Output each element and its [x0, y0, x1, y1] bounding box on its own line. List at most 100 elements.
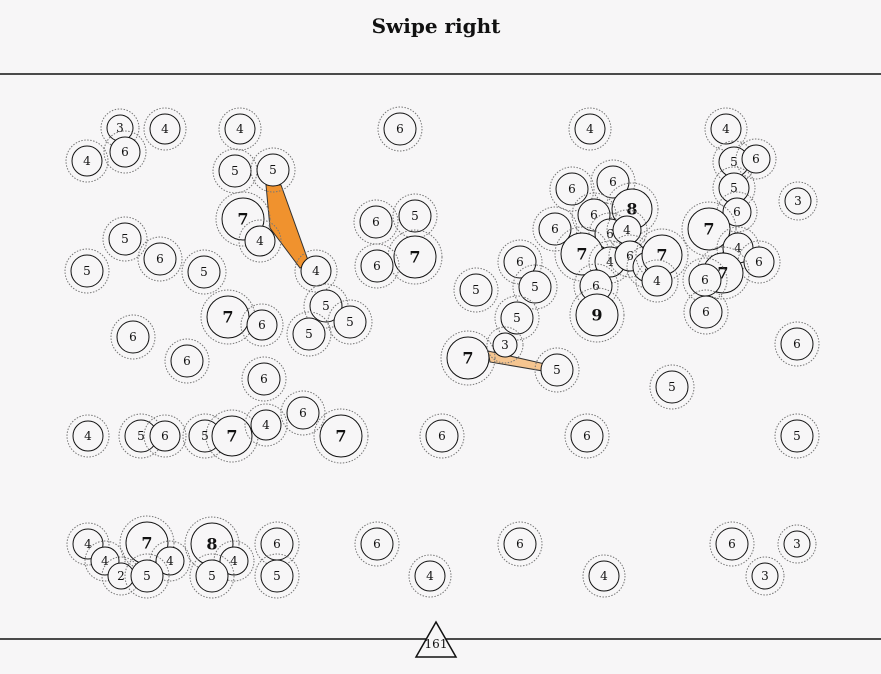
number-node[interactable]: 4 [213, 540, 255, 582]
score: 161 [425, 637, 448, 651]
number-node[interactable]: 6 [240, 303, 284, 347]
number-node[interactable]: 7 [119, 515, 175, 571]
number-node[interactable]: 5 [254, 553, 300, 599]
number-node[interactable]: 4 [244, 403, 288, 447]
node-circle [360, 527, 394, 561]
number-node[interactable]: 5 [774, 413, 820, 459]
node-label: 4 [161, 122, 169, 136]
number-node[interactable]: 6 [143, 414, 187, 458]
number-node[interactable]: 6 [549, 166, 595, 212]
number-node[interactable]: 7 [440, 330, 496, 386]
number-node[interactable]: 5 [102, 216, 148, 262]
number-node[interactable]: 6 [137, 236, 183, 282]
number-node[interactable]: 5 [392, 193, 438, 239]
node-circle [149, 113, 181, 145]
number-node[interactable]: 6 [737, 240, 781, 284]
number-node[interactable]: 5 [181, 249, 227, 295]
number-node[interactable]: 3 [486, 326, 524, 364]
number-node[interactable]: 7 [313, 408, 369, 464]
number-node[interactable]: 4 [149, 540, 191, 582]
number-node[interactable]: 6 [497, 521, 543, 567]
number-node[interactable]: 6 [682, 257, 728, 303]
number-node[interactable]: 6 [564, 413, 610, 459]
number-node[interactable]: 6 [735, 138, 777, 180]
node-halo [568, 107, 612, 151]
number-node[interactable]: 7 [387, 229, 443, 285]
number-node[interactable]: 6 [241, 356, 287, 402]
number-node[interactable]: 6 [164, 338, 210, 384]
node-halo [497, 521, 543, 567]
number-node[interactable]: 6 [353, 199, 399, 245]
number-node[interactable]: 6 [280, 390, 326, 436]
number-node[interactable]: 4 [582, 554, 626, 598]
node-label: 6 [606, 227, 614, 241]
number-node[interactable]: 5 [494, 295, 540, 341]
number-node[interactable]: 4 [408, 554, 452, 598]
number-node[interactable]: 6 [709, 521, 755, 567]
node-circle [588, 560, 620, 592]
node-circle [360, 249, 394, 283]
number-node[interactable]: 4 [568, 107, 612, 151]
node-circle [555, 172, 589, 206]
number-node[interactable]: 5 [512, 264, 558, 310]
node-halo [286, 311, 332, 357]
title: Swipe right [372, 14, 502, 38]
number-node[interactable]: 3 [778, 181, 818, 221]
number-node[interactable]: 5 [453, 267, 499, 313]
number-node[interactable]: 6 [110, 314, 156, 360]
node-circle [224, 113, 256, 145]
number-node[interactable]: 4 [66, 414, 110, 458]
number-node[interactable]: 5 [286, 311, 332, 357]
number-node[interactable]: 5 [250, 147, 296, 193]
node-label: 6 [372, 215, 380, 229]
node-label: 6 [702, 305, 710, 319]
number-node[interactable]: 4 [143, 107, 187, 151]
node-halo [124, 553, 170, 599]
node-halo [84, 540, 126, 582]
node-circle [116, 320, 150, 354]
number-node[interactable]: 6 [377, 106, 423, 152]
number-node[interactable]: 5 [189, 553, 235, 599]
node-halo [408, 554, 452, 598]
number-node[interactable]: 6 [774, 321, 820, 367]
number-node[interactable]: 5 [182, 413, 228, 459]
node-halo [65, 139, 109, 183]
number-node[interactable]: 5 [212, 148, 258, 194]
number-node[interactable]: 3 [100, 108, 140, 148]
node-circle [710, 113, 742, 145]
node-circle [459, 273, 493, 307]
number-node[interactable]: 6 [497, 239, 543, 285]
number-node[interactable]: 6 [103, 130, 147, 174]
number-node[interactable]: 4 [238, 219, 282, 263]
number-node[interactable]: 4 [294, 249, 338, 293]
node-label: 4 [166, 554, 174, 568]
number-node[interactable]: 6 [532, 206, 578, 252]
number-node[interactable]: 9 [569, 287, 625, 343]
number-node[interactable]: 5 [64, 248, 110, 294]
number-node[interactable]: 6 [354, 521, 400, 567]
number-node[interactable]: 7 [681, 201, 737, 257]
number-node[interactable]: 5 [124, 553, 170, 599]
number-node[interactable]: 5 [327, 299, 373, 345]
node-circle [446, 336, 490, 380]
node-circle [655, 370, 689, 404]
number-node[interactable]: 7 [200, 289, 256, 345]
number-node[interactable]: 5 [534, 347, 580, 393]
number-node[interactable]: 6 [354, 243, 400, 289]
number-node[interactable]: 4 [218, 107, 262, 151]
number-node[interactable]: 4 [704, 107, 748, 151]
node-halo [100, 108, 140, 148]
number-node[interactable]: 6 [419, 413, 465, 459]
number-node[interactable]: 6 [716, 191, 758, 233]
number-node[interactable]: 4 [635, 259, 679, 303]
number-node[interactable]: 3 [745, 556, 785, 596]
number-node[interactable]: 4 [65, 139, 109, 183]
number-node[interactable]: 6 [683, 289, 729, 335]
number-node[interactable]: 7 [205, 409, 259, 463]
number-node[interactable]: 5 [649, 364, 695, 410]
number-node[interactable]: 3 [777, 524, 817, 564]
number-node[interactable]: 6 [254, 521, 300, 567]
node-circle [689, 295, 723, 329]
number-node[interactable]: 6 [573, 263, 619, 309]
